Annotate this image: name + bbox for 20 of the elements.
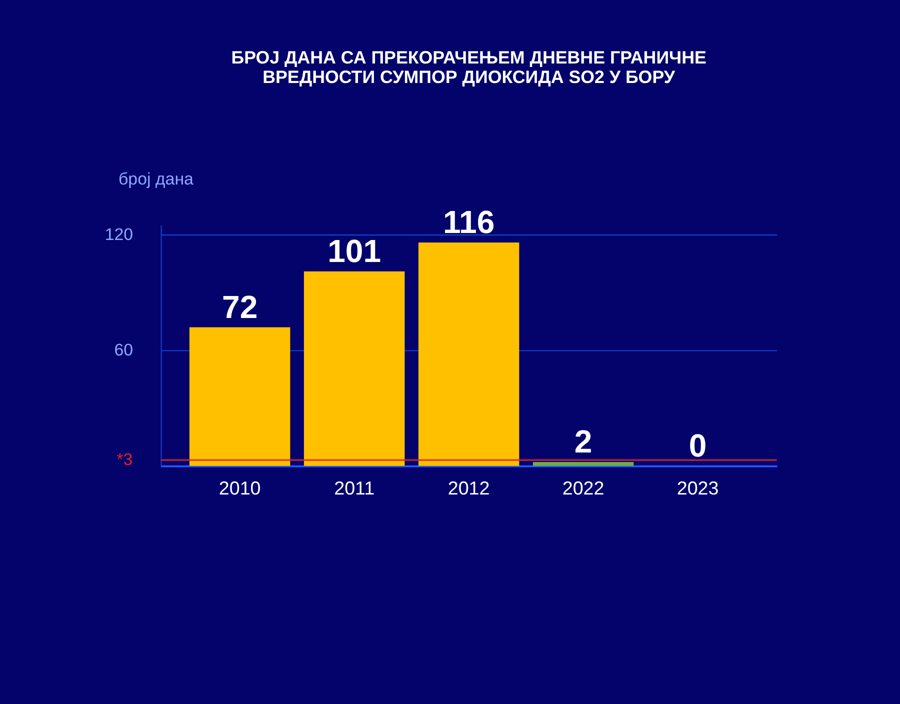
- data-label: 72: [222, 288, 258, 325]
- x-tick-label: 2022: [562, 478, 604, 499]
- y-tick-label: 60: [114, 340, 134, 360]
- data-label: 0: [688, 427, 707, 464]
- text: ВРЕДНОСТИ СУМПОР ДИОКСИДА SO2 У БОРУ: [262, 67, 675, 88]
- bar: [189, 327, 290, 466]
- x-tick-label: 2011: [334, 478, 375, 499]
- bar: [418, 242, 520, 466]
- x-tick-label: 2010: [218, 478, 261, 499]
- x-tick-label: 2023: [676, 478, 719, 499]
- bar: [532, 462, 634, 466]
- data-label: 101: [328, 232, 381, 269]
- x-tick-label: 2012: [448, 478, 490, 499]
- bar: [304, 271, 405, 466]
- data-label: 2: [574, 424, 592, 460]
- y-tick-label: 120: [104, 224, 134, 244]
- ref-line-label: *3: [116, 450, 133, 469]
- text: БРОЈ ДАНА СА ПРЕКОРАЧЕЊЕМ ДНЕВНЕ ГРАНИЧНЕ: [231, 47, 706, 68]
- data-label: 116: [443, 204, 495, 240]
- y-axis-title: број дана: [118, 170, 194, 189]
